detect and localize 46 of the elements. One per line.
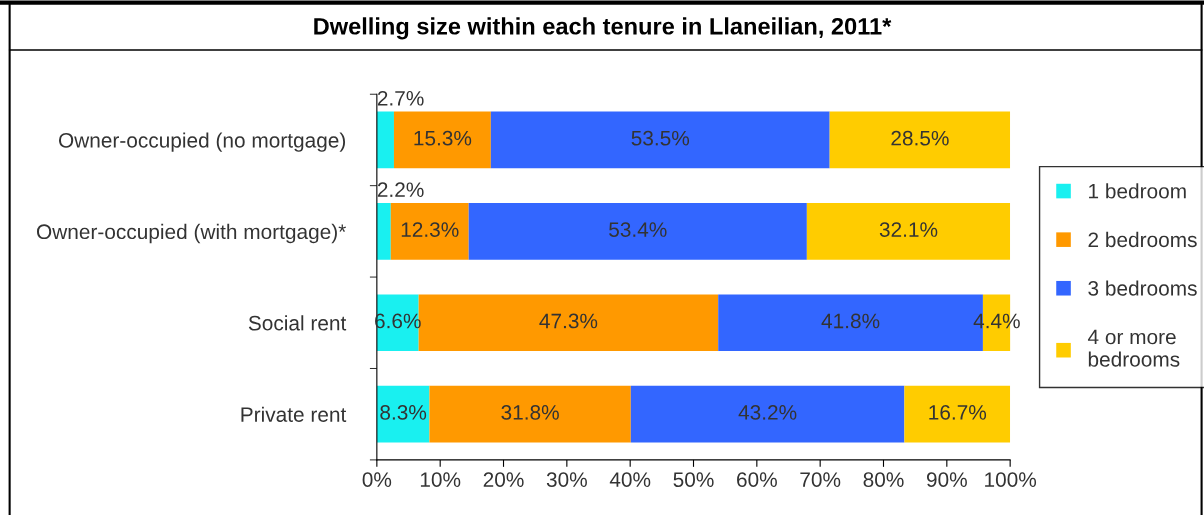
data-label: 28.5% xyxy=(891,130,949,146)
data-label: 8.3% xyxy=(380,405,427,420)
x-tick-label: 40% xyxy=(609,472,651,487)
bar xyxy=(376,111,394,169)
y-tick-label: Social rent xyxy=(248,315,347,331)
bar xyxy=(630,385,905,443)
data-label: 31.8% xyxy=(501,405,559,420)
y-tick-label: Owner-occupied (with mortgage)* xyxy=(36,223,346,244)
x-tick-label: 90% xyxy=(926,472,967,487)
bar xyxy=(806,203,1011,260)
bar xyxy=(490,111,830,169)
data-label: 16.7% xyxy=(929,405,987,420)
bar xyxy=(429,385,631,443)
x-tick-label: 10% xyxy=(420,472,461,487)
x-tick-label: 60% xyxy=(737,472,777,487)
data-label: 41.8% xyxy=(821,313,880,329)
legend-label: 4 or more bedrooms xyxy=(1087,329,1180,367)
x-tick-label: 30% xyxy=(546,472,587,487)
data-label: 32.1% xyxy=(879,222,938,237)
x-tick-label: 80% xyxy=(863,472,904,487)
y-tick-label: Private rent xyxy=(241,406,347,422)
legend-label: 3 bedrooms xyxy=(1088,280,1197,296)
bar xyxy=(904,385,1011,443)
data-label: 2.7% xyxy=(377,90,424,106)
bar xyxy=(829,111,1011,169)
bar xyxy=(376,203,391,260)
legend-label: 1 bedroom xyxy=(1089,183,1186,199)
data-label: 53.5% xyxy=(631,130,690,146)
y-tick-label: Owner-occupied (no mortgage) xyxy=(58,132,346,152)
bar xyxy=(468,203,807,260)
data-label: 12.3% xyxy=(401,222,459,237)
data-label: 47.3% xyxy=(539,313,598,329)
x-tick-label: 50% xyxy=(673,472,714,487)
legend-label: 2 bedrooms xyxy=(1088,231,1197,248)
x-tick-label: 20% xyxy=(483,472,524,487)
bar xyxy=(393,111,491,169)
data-label: 15.3% xyxy=(414,130,472,146)
bar xyxy=(390,203,469,260)
data-label: 53.4% xyxy=(609,222,667,237)
x-tick-label: 100% xyxy=(985,472,1037,487)
data-label: 2.2% xyxy=(377,182,424,197)
bar xyxy=(376,385,430,443)
data-label: 43.2% xyxy=(738,405,797,420)
x-tick-label: 0% xyxy=(362,472,392,487)
chart-title: Dwelling size within each tenure in Llaneilian, 2011* xyxy=(314,17,892,40)
x-tick-label: 70% xyxy=(800,472,841,487)
